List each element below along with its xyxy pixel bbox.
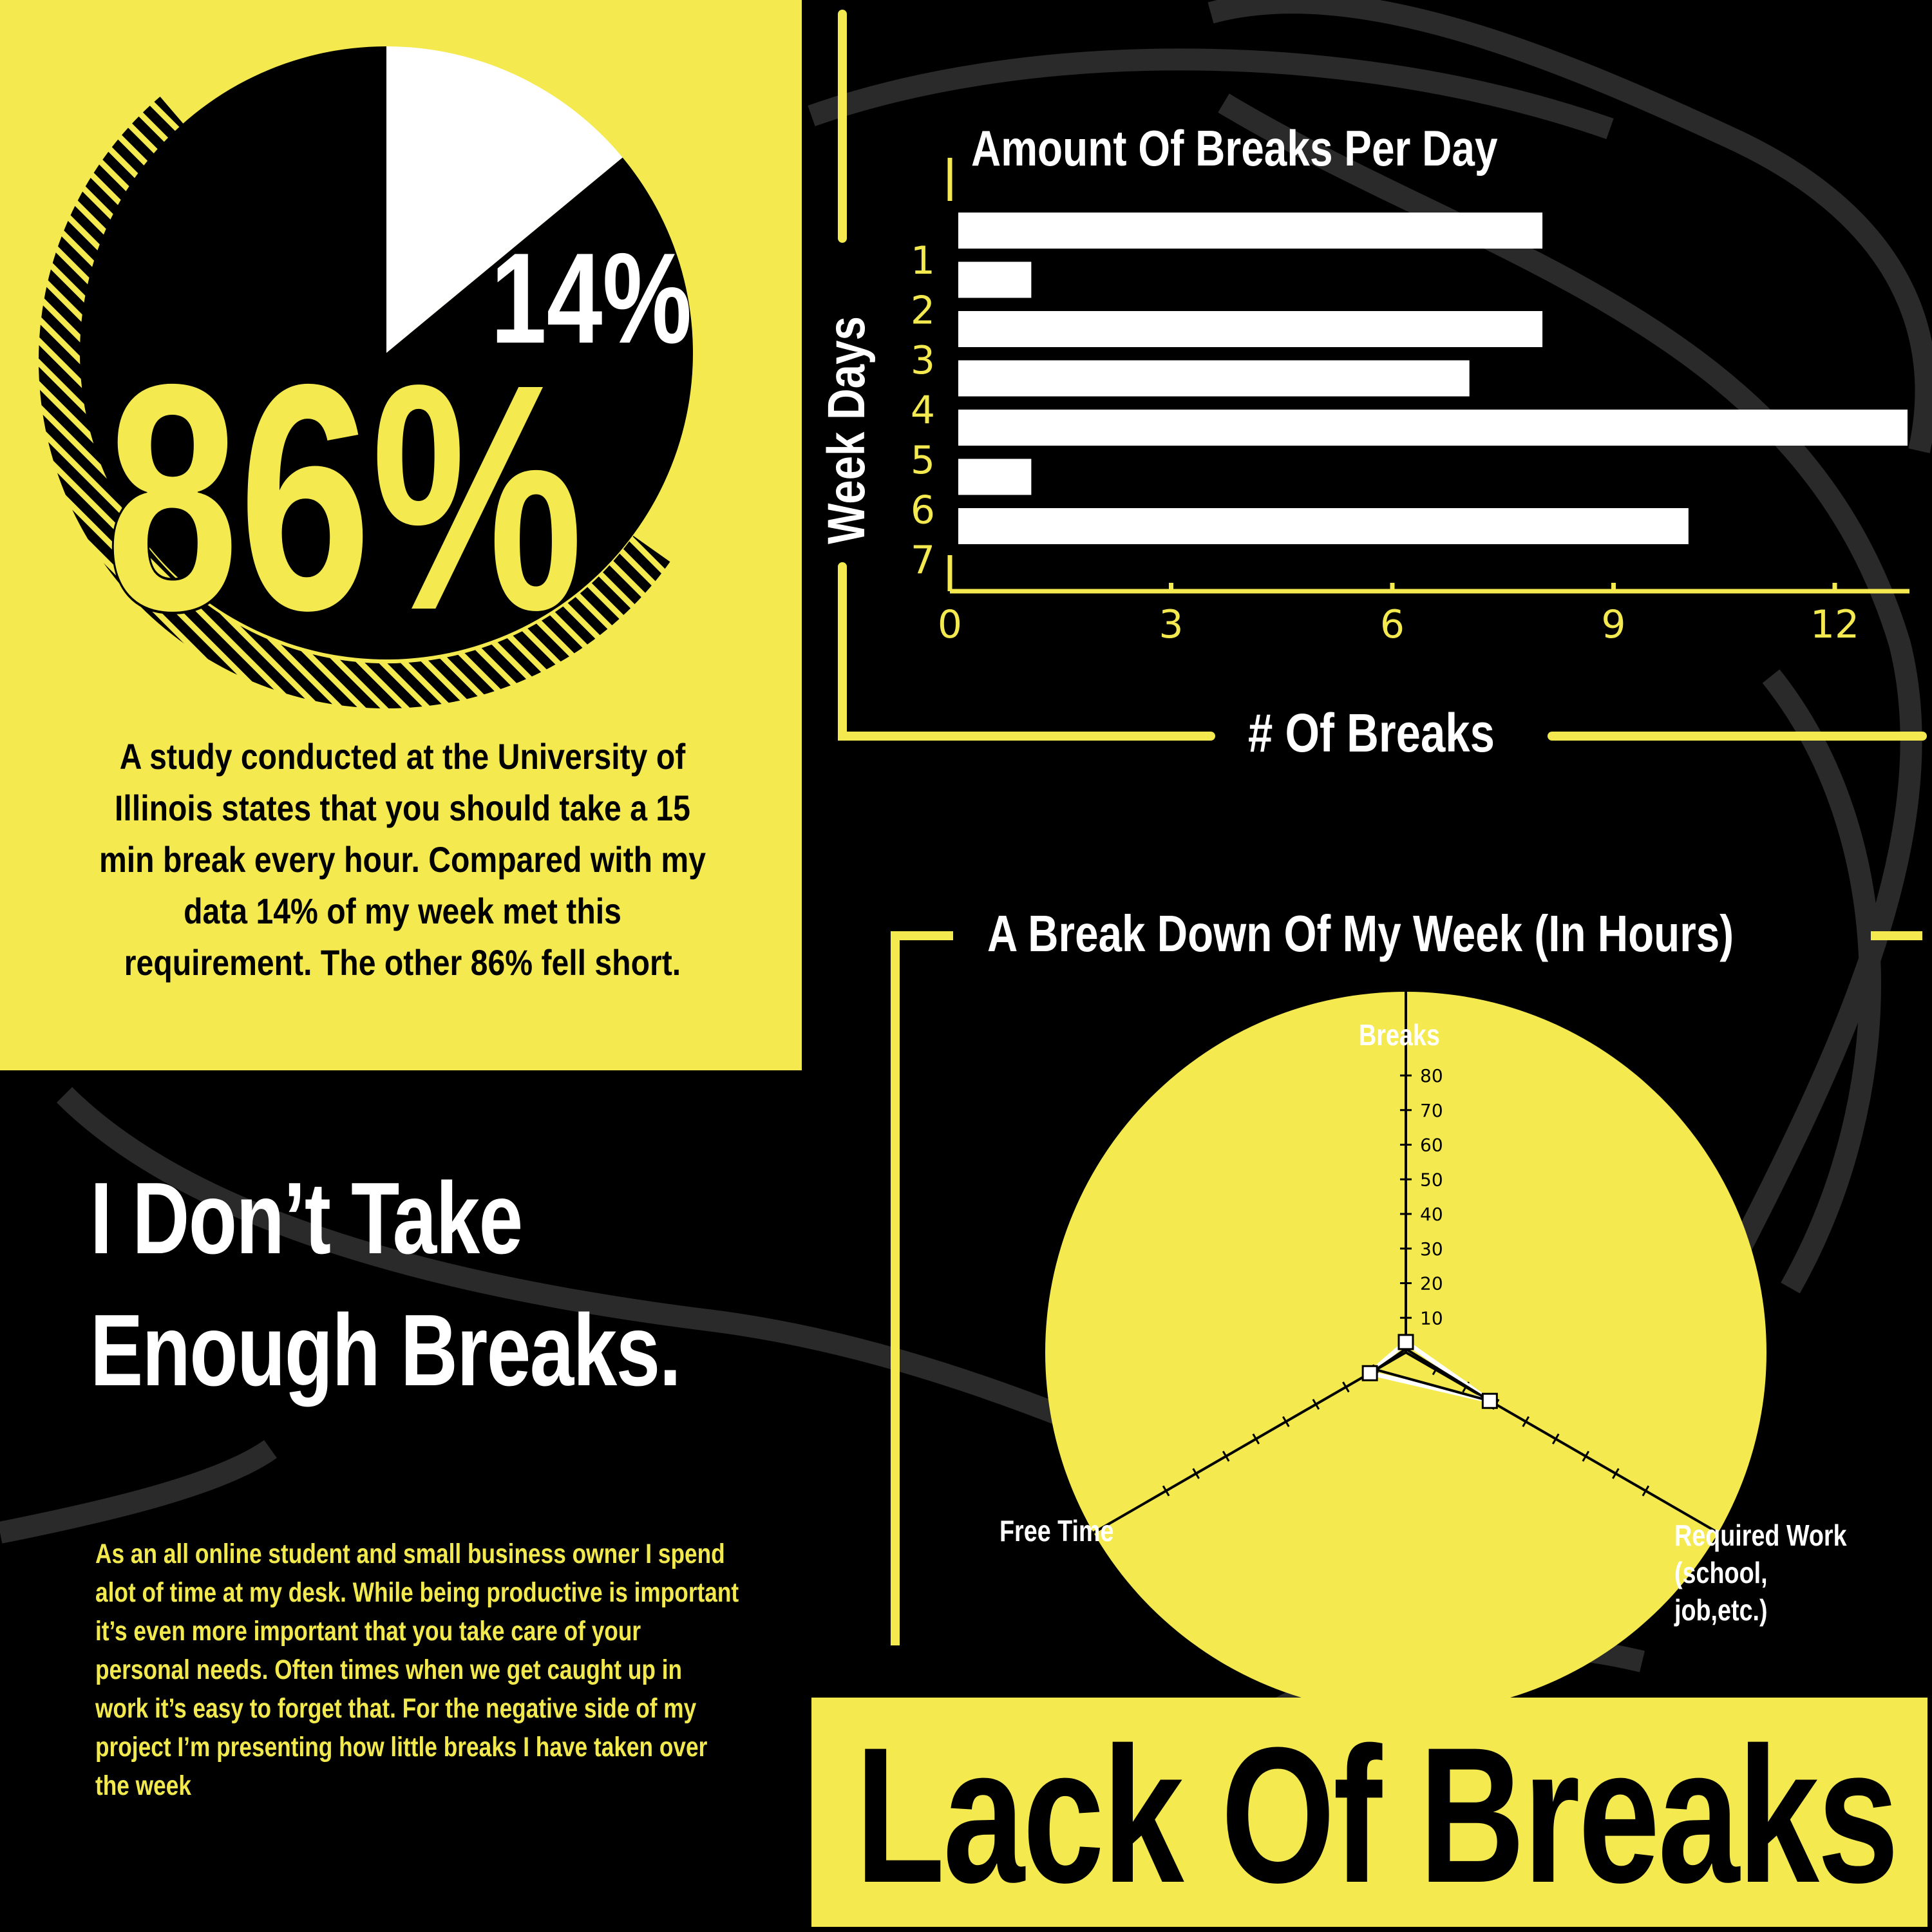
bar-4 (958, 360, 1470, 397)
radar-tick-label-70: 70 (1420, 1100, 1443, 1121)
radar-marker-1 (1481, 1392, 1498, 1409)
radar-chart: 10 20 30 40 50 60 70 80 (1045, 992, 1766, 1713)
radar-marker-2 (1361, 1365, 1378, 1381)
bar-chart-frame (838, 10, 1927, 741)
pie-label-small: 14% (491, 227, 692, 370)
study-text: A study conducted at the University of I… (99, 736, 706, 983)
bar-2 (958, 261, 1032, 298)
radar-tick-label-80: 80 (1420, 1065, 1443, 1086)
radar-tick (1162, 1485, 1170, 1497)
bar-7 (958, 508, 1689, 544)
radar-tick (1551, 1433, 1560, 1444)
radar-axis-2 (1093, 1351, 1406, 1534)
radar-axis-label-required-work: Required Work (school, job,etc.) (1674, 1519, 1847, 1627)
headline-line-2: Enough Breaks. (90, 1294, 681, 1407)
title-banner: Lack Of Breaks (811, 1698, 1927, 1927)
radar-chart-frame (891, 931, 1922, 1645)
bar-category-label-1: 1 (911, 238, 935, 283)
pie-slice-0 (386, 46, 623, 353)
radar-tick (1612, 1468, 1620, 1479)
radar-axis-label-breaks: Breaks (1359, 1018, 1440, 1052)
bar-category-label-2: 2 (911, 289, 935, 334)
bar-xtick-label-6: 6 (1380, 602, 1405, 647)
bar-category-label-4: 4 (911, 388, 935, 433)
radar-series-1 (1372, 1347, 1491, 1403)
pie-chart (79, 46, 693, 659)
pie-label-large: 86% (106, 318, 583, 677)
radar-tick (1252, 1433, 1260, 1444)
bar-3 (958, 311, 1543, 347)
radar-tick-label-60: 60 (1420, 1135, 1443, 1156)
radar-tick (1312, 1399, 1320, 1410)
bar-category-label-5: 5 (911, 438, 935, 483)
bar-5 (958, 410, 1908, 446)
radar-tick (1642, 1485, 1650, 1497)
radar-tick (1192, 1468, 1200, 1479)
radar-series-0 (1365, 1339, 1492, 1403)
radar-tick-label-10: 10 (1420, 1307, 1443, 1329)
radar-axis-label-free-time: Free Time (999, 1514, 1114, 1548)
bar-6 (958, 459, 1032, 495)
bar-chart-xlabel: # Of Breaks (1248, 703, 1495, 763)
radar-tick (1522, 1416, 1530, 1428)
radar-chart-title: A Break Down Of My Week (In Hours) (987, 905, 1734, 962)
radar-marker-0 (1397, 1334, 1414, 1350)
page-title: Lack Of Breaks (855, 1707, 1899, 1923)
bar-chart-ylabel: Week Days (817, 316, 876, 544)
radar-tick (1582, 1450, 1590, 1462)
radar-tick (1282, 1416, 1290, 1428)
headline: I Don’t Take Enough Breaks. (90, 1153, 743, 1417)
bar-category-label-3: 3 (911, 338, 935, 383)
radar-tick-label-40: 40 (1420, 1204, 1443, 1225)
radar-tick (1222, 1450, 1230, 1462)
bio-text: As an all online student and small busin… (95, 1539, 739, 1801)
bar-1 (958, 213, 1543, 249)
pie-slice-1 (79, 46, 693, 659)
bar-xtick-label-3: 3 (1159, 602, 1183, 647)
radar-tick-label-50: 50 (1420, 1169, 1443, 1190)
bar-chart-title: Amount Of Breaks Per Day (971, 120, 1498, 176)
bar-xtick-label-9: 9 (1601, 602, 1625, 647)
bar-xtick-label-0: 0 (938, 602, 962, 647)
radar-tick-label-20: 20 (1420, 1273, 1443, 1294)
bar-category-label-7: 7 (911, 538, 935, 583)
bar-category-label-6: 6 (911, 488, 935, 533)
headline-line-1: I Don’t Take (90, 1162, 523, 1275)
radar-tick (1342, 1381, 1350, 1393)
bar-xtick-label-12: 12 (1810, 602, 1859, 647)
radar-tick-label-30: 30 (1420, 1238, 1443, 1260)
